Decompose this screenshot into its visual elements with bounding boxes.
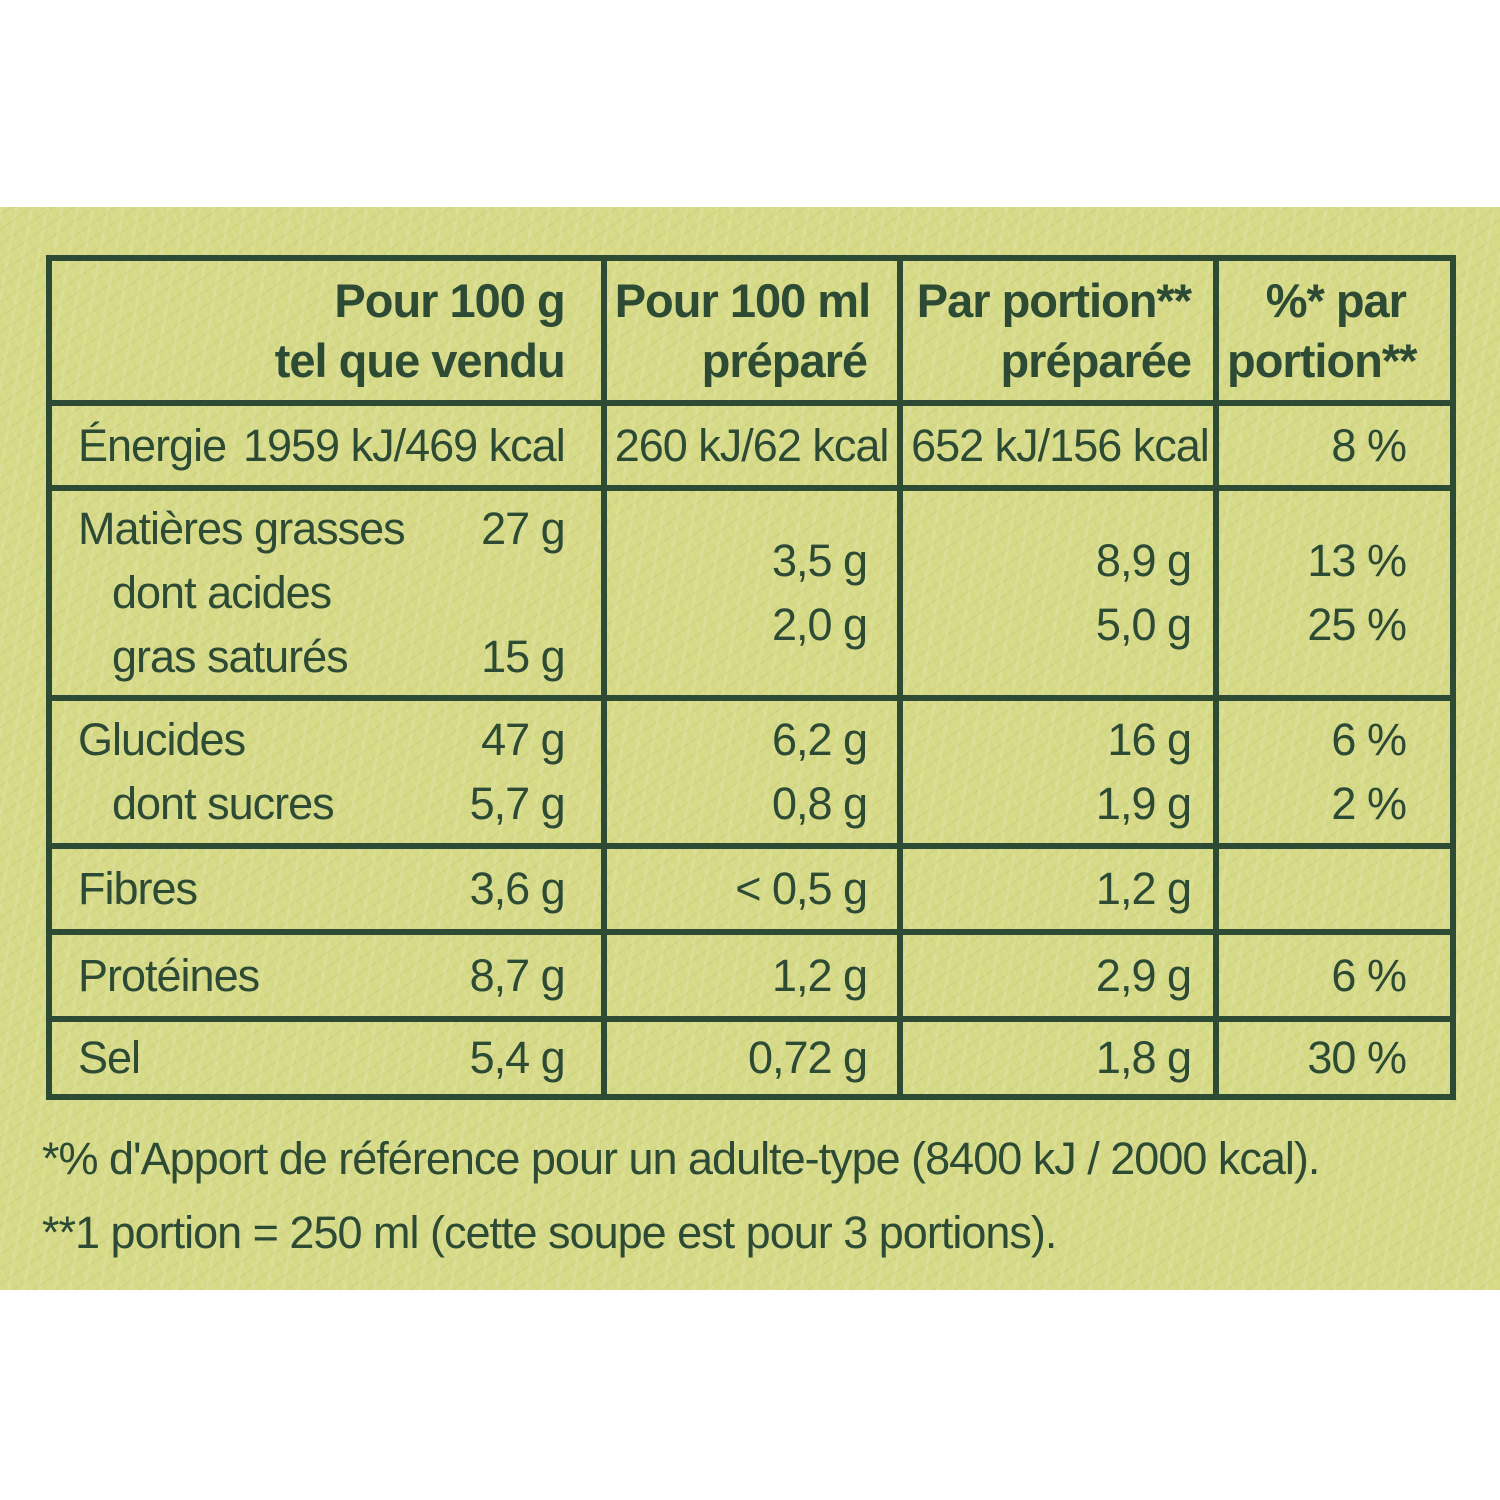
sel-pct-cell: 30 % bbox=[1213, 1022, 1450, 1094]
value-per-portion: 1,8 g bbox=[1095, 1032, 1192, 1083]
nutrient-sublabel: dont sucres bbox=[112, 778, 335, 829]
value-pct: 8 % bbox=[1331, 419, 1407, 471]
nutrient-sublabel: dont acides bbox=[112, 567, 332, 618]
proteines-label-cell: Protéines 8,7 g bbox=[52, 935, 601, 1016]
glucides-pct-cell: 6 % 2 % bbox=[1213, 701, 1450, 843]
value-pct: 25 % bbox=[1307, 599, 1407, 650]
header-per-100g-line2: tel que vendu bbox=[274, 333, 566, 387]
energie-label-cell: Énergie 1959 kJ/469 kcal bbox=[52, 406, 601, 485]
value-per-100g: 1959 kJ/469 kcal bbox=[242, 419, 566, 471]
value-per-100ml: 260 kJ/62 kcal bbox=[614, 419, 890, 471]
header-per-portion-line1: Par portion** bbox=[916, 273, 1192, 327]
value-pct: 6 % bbox=[1331, 714, 1407, 765]
value-per-portion: 1,2 g bbox=[1095, 863, 1192, 914]
header-pct-portion-line2: portion** bbox=[1227, 333, 1417, 387]
table-row-matieres-grasses: Matières grasses 27 g dont acides gras s… bbox=[52, 485, 1450, 695]
value-pct: 2 % bbox=[1331, 778, 1407, 829]
nutrient-label: Matières grasses bbox=[78, 503, 406, 554]
nutrient-sublabel: gras saturés bbox=[112, 631, 349, 682]
value-per-100g: 47 g bbox=[481, 714, 566, 765]
value-per-portion: 8,9 g bbox=[1095, 535, 1192, 586]
value-per-100ml: < 0,5 g bbox=[735, 863, 868, 914]
nutrient-label: Fibres bbox=[78, 863, 198, 914]
footnote-reference-intake: *% d'Apport de référence pour un adulte-… bbox=[42, 1133, 1320, 1184]
table-row-energie: Énergie 1959 kJ/469 kcal 260 kJ/62 kcal … bbox=[52, 400, 1450, 485]
nutrient-label: Sel bbox=[78, 1032, 141, 1083]
header-per-100ml-line2: préparé bbox=[701, 333, 868, 387]
value-pct: 13 % bbox=[1307, 535, 1407, 586]
value-per-100ml: 6,2 g bbox=[771, 714, 868, 765]
energie-per-portion-cell: 652 kJ/156 kcal bbox=[897, 406, 1213, 485]
proteines-per-100ml-cell: 1,2 g bbox=[600, 935, 897, 1016]
value-per-100ml: 0,72 g bbox=[747, 1032, 868, 1083]
value-per-portion: 652 kJ/156 kcal bbox=[911, 419, 1210, 471]
header-per-100ml: Pour 100 ml préparé bbox=[600, 261, 897, 400]
value-per-100g: 5,4 g bbox=[469, 1032, 566, 1083]
value-per-portion: 5,0 g bbox=[1095, 599, 1192, 650]
matieres-per-100ml-cell: 3,5 g 2,0 g bbox=[600, 491, 897, 695]
table-row-sel: Sel 5,4 g 0,72 g 1,8 g 30 % bbox=[52, 1016, 1450, 1094]
sel-per-portion-cell: 1,8 g bbox=[897, 1022, 1213, 1094]
glucides-per-100ml-cell: 6,2 g 0,8 g bbox=[600, 701, 897, 843]
energie-pct-cell: 8 % bbox=[1213, 406, 1450, 485]
table-header-row: Pour 100 g tel que vendu Pour 100 ml pré… bbox=[52, 261, 1450, 400]
table-row-glucides: Glucides 47 g dont sucres 5,7 g 6,2 g 0,… bbox=[52, 695, 1450, 843]
nutrient-label: Glucides bbox=[78, 714, 246, 765]
value-per-100ml: 3,5 g bbox=[771, 535, 868, 586]
nutrition-table: Pour 100 g tel que vendu Pour 100 ml pré… bbox=[46, 255, 1456, 1100]
header-per-100g-line1: Pour 100 g bbox=[334, 273, 565, 327]
table-row-fibres: Fibres 3,6 g < 0,5 g 1,2 g bbox=[52, 843, 1450, 929]
value-per-portion: 16 g bbox=[1107, 714, 1192, 765]
sel-label-cell: Sel 5,4 g bbox=[52, 1022, 601, 1094]
header-pct-portion: %* par portion** bbox=[1213, 261, 1450, 400]
nutrient-label: Énergie bbox=[78, 419, 227, 471]
nutrient-label: Protéines bbox=[78, 949, 260, 1001]
sel-per-100ml-cell: 0,72 g bbox=[600, 1022, 897, 1094]
header-per-100g: Pour 100 g tel que vendu bbox=[52, 261, 601, 400]
nutrition-label-panel: Pour 100 g tel que vendu Pour 100 ml pré… bbox=[0, 207, 1500, 1290]
value-per-100g: 27 g bbox=[481, 503, 566, 554]
proteines-per-portion-cell: 2,9 g bbox=[897, 935, 1213, 1016]
matieres-pct-cell: 13 % 25 % bbox=[1213, 491, 1450, 695]
footnote-portion-definition: **1 portion = 250 ml (cette soupe est po… bbox=[42, 1207, 1057, 1258]
value-pct: 30 % bbox=[1307, 1032, 1407, 1083]
value-per-portion: 1,9 g bbox=[1095, 778, 1192, 829]
footnotes: *% d'Apport de référence pour un adulte-… bbox=[42, 1122, 1500, 1270]
value-per-100g: 5,7 g bbox=[469, 778, 566, 829]
glucides-label-cell: Glucides 47 g dont sucres 5,7 g bbox=[52, 701, 601, 843]
header-per-portion-line2: préparée bbox=[1000, 333, 1192, 387]
value-per-portion: 2,9 g bbox=[1095, 949, 1192, 1001]
value-per-100g: 3,6 g bbox=[469, 863, 566, 914]
fibres-per-portion-cell: 1,2 g bbox=[897, 849, 1213, 929]
fibres-per-100ml-cell: < 0,5 g bbox=[600, 849, 897, 929]
value-per-100ml: 0,8 g bbox=[771, 778, 868, 829]
header-pct-portion-line1: %* par bbox=[1265, 273, 1407, 327]
value-per-100ml: 1,2 g bbox=[771, 949, 868, 1001]
table-row-proteines: Protéines 8,7 g 1,2 g 2,9 g 6 % bbox=[52, 929, 1450, 1016]
matieres-label-cell: Matières grasses 27 g dont acides gras s… bbox=[52, 491, 601, 695]
header-per-portion: Par portion** préparée bbox=[897, 261, 1213, 400]
value-per-100g: 8,7 g bbox=[469, 949, 566, 1001]
fibres-pct-cell bbox=[1213, 849, 1450, 929]
header-per-100ml-line1: Pour 100 ml bbox=[614, 273, 871, 327]
fibres-label-cell: Fibres 3,6 g bbox=[52, 849, 601, 929]
value-per-100ml: 2,0 g bbox=[771, 599, 868, 650]
value-pct: 6 % bbox=[1331, 949, 1407, 1001]
energie-per-100ml-cell: 260 kJ/62 kcal bbox=[600, 406, 897, 485]
proteines-pct-cell: 6 % bbox=[1213, 935, 1450, 1016]
matieres-per-portion-cell: 8,9 g 5,0 g bbox=[897, 491, 1213, 695]
glucides-per-portion-cell: 16 g 1,9 g bbox=[897, 701, 1213, 843]
value-per-100g: 15 g bbox=[481, 631, 566, 682]
